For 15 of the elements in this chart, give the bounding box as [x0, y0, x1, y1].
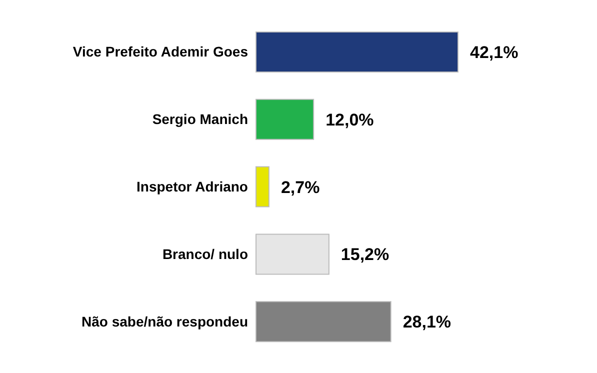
bar	[256, 98, 314, 140]
data-label: 12,0%	[326, 110, 374, 130]
bar	[256, 166, 270, 208]
data-label: 42,1%	[470, 43, 518, 62]
y-tick-label: Sergio Manich	[152, 111, 248, 128]
data-label: 28,1%	[402, 312, 452, 332]
y-tick-label: Inspetor Adriano	[136, 178, 248, 194]
data-label: 2,7%	[280, 178, 320, 197]
bar	[256, 32, 458, 72]
bar	[256, 301, 392, 342]
y-tick-label: Vice Prefeito Ademir Goes	[72, 44, 248, 60]
data-label: 15,2%	[340, 245, 390, 264]
bar	[256, 234, 330, 275]
y-tick-label: Branco/ nulo	[162, 246, 248, 262]
y-tick-label: Não sabe/não respondeu	[82, 313, 248, 330]
